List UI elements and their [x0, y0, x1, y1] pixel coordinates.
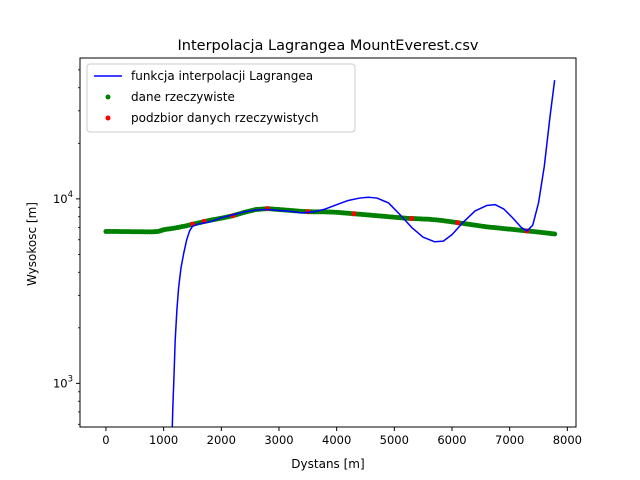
data-point: [455, 220, 461, 226]
x-tick-label: 8000: [553, 433, 582, 447]
y-axis: 103 104: [53, 69, 80, 425]
x-axis-label: Dystans [m]: [291, 457, 364, 471]
legend-box: [86, 63, 356, 133]
legend-label: dane rzeczywiste: [131, 90, 235, 104]
legend-label: podzbior danych rzeczywistych: [131, 111, 319, 125]
x-axis: 0 1000 2000 3000 4000 5000 6000 7000 8000: [102, 427, 582, 447]
plot-frame: [79, 57, 577, 428]
x-tick-label: 1000: [149, 433, 178, 447]
series-layer: [103, 80, 558, 427]
x-tick-label: 4000: [322, 433, 351, 447]
y-tick-label: 103: [53, 374, 73, 390]
x-tick-label: 7000: [495, 433, 524, 447]
x-tick-label: 6000: [437, 433, 466, 447]
x-tick-label: 3000: [264, 433, 293, 447]
legend-dot-marker: [105, 94, 111, 100]
legend-label: funkcja interpolacji Lagrangea: [131, 69, 313, 83]
x-tick-label: 0: [102, 433, 109, 447]
x-tick-label: 2000: [207, 433, 236, 447]
x-tick-label: 5000: [380, 433, 409, 447]
y-tick-label: 104: [53, 190, 73, 206]
legend: funkcja interpolacji Lagrangea dane rzecz…: [86, 63, 356, 133]
legend-dot-marker: [105, 115, 111, 121]
chart-title: Interpolacja Lagrangea MountEverest.csv: [178, 38, 479, 54]
series-line: [171, 80, 556, 427]
y-axis-label: Wysokosc [m]: [25, 202, 39, 286]
data-point: [351, 211, 357, 217]
data-point: [552, 231, 558, 237]
data-point: [409, 215, 415, 221]
